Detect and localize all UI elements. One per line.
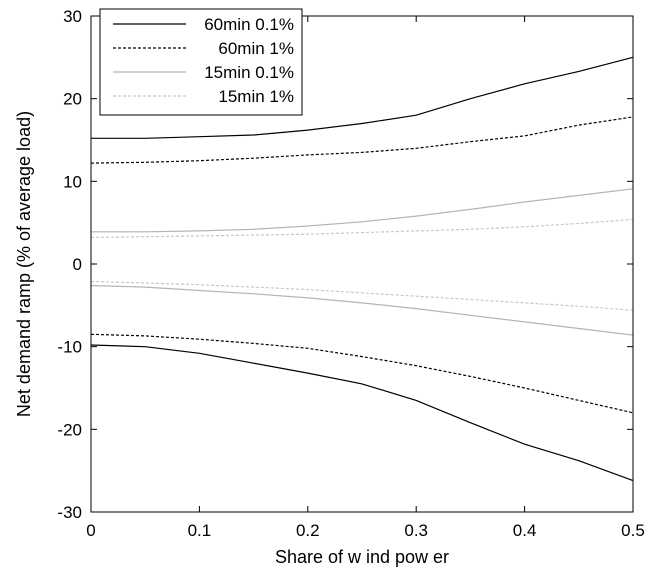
y-tick-label: 30 xyxy=(63,7,82,26)
legend-box xyxy=(99,8,303,116)
series-2-upper-line xyxy=(90,116,634,164)
x-tick-label: 0.2 xyxy=(296,521,320,540)
y-tick-label: 10 xyxy=(63,172,82,191)
y-axis-label: Net demand ramp (% of average load) xyxy=(14,111,34,417)
legend-label-4: 15min 1% xyxy=(218,87,294,106)
series-3-lower-line xyxy=(90,284,634,336)
series-3-upper-line xyxy=(91,188,634,233)
legend-label-1: 60min 0.1% xyxy=(204,15,294,34)
y-tick-label: -30 xyxy=(57,503,82,522)
series-2-lower-line xyxy=(90,333,634,414)
x-axis-label: Share of w ind pow er xyxy=(275,547,449,567)
series-1-lower-line xyxy=(90,344,634,482)
legend: 60min 0.1% 60min 1% 15min 0.1% 15min 1% xyxy=(99,8,303,116)
x-tick-label: 0.3 xyxy=(404,521,428,540)
series-layer xyxy=(90,56,634,482)
y-tick-label: -20 xyxy=(57,420,82,439)
x-tick-label: 0.5 xyxy=(621,521,645,540)
ticks-layer: 0 0.1 0.2 0.3 0.4 0.5 -30 -20 -10 0 10 20 30 xyxy=(57,7,644,540)
x-tick-label: 0.4 xyxy=(513,521,537,540)
series-1-upper-line xyxy=(91,56,634,139)
x-tick-label: 0 xyxy=(86,521,95,540)
y-tick-label: 20 xyxy=(63,90,82,109)
legend-label-2: 60min 1% xyxy=(218,39,294,58)
series-4-upper-line xyxy=(90,218,634,239)
legend-label-3: 15min 0.1% xyxy=(204,63,294,82)
y-tick-label: 0 xyxy=(73,255,82,274)
y-tick-label: -10 xyxy=(57,338,82,357)
x-tick-label: 0.1 xyxy=(188,521,212,540)
series-4-lower-line xyxy=(90,280,634,311)
